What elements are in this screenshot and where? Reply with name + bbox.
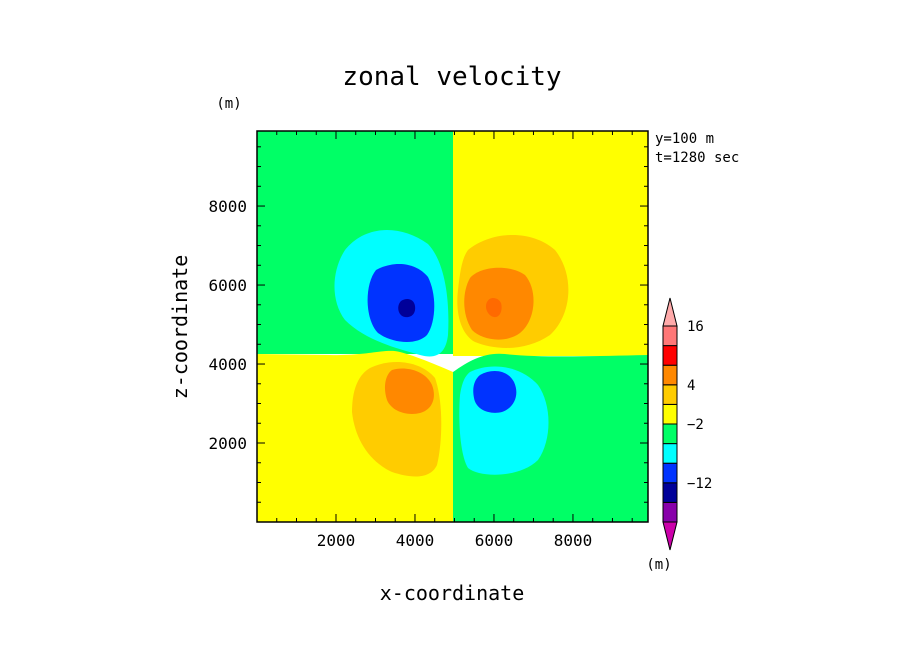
chart-title: zonal velocity [342, 62, 561, 92]
x-tick-label: 4000 [396, 531, 435, 550]
colorbar-segment [662, 384, 678, 405]
axes: 2000 4000 6000 8000 2000 4000 6000 8000 [208, 131, 648, 550]
contour-lr-blue [473, 370, 517, 413]
colorbar-tick-label: −12 [687, 476, 712, 492]
colorbar-segment [662, 423, 678, 445]
colorbar-segment [662, 403, 678, 425]
colorbar-segment [662, 345, 678, 366]
annotation-y: y=100 m [655, 131, 714, 147]
colorbar-segment [662, 501, 678, 523]
y-unit-label: (m) [216, 96, 241, 112]
y-tick-label: 4000 [208, 355, 247, 374]
y-axis-label: z-coordinate [168, 255, 192, 400]
plot-frame [256, 130, 649, 523]
contour-ul-navy [398, 298, 416, 318]
contour-field [257, 131, 648, 522]
colorbar-segment [662, 462, 678, 484]
colorbar-tick-label: 16 [687, 319, 704, 335]
colorbar-segment [662, 364, 678, 386]
x-tick-label: 2000 [317, 531, 356, 550]
colorbar-segment [662, 325, 678, 347]
colorbar-segment [662, 482, 678, 503]
x-axis-label: x-coordinate [380, 581, 525, 605]
colorbar-segment [662, 443, 678, 464]
annotation-t: t=1280 sec [655, 150, 739, 166]
y-tick-label: 8000 [208, 197, 247, 216]
contour-ll-orange [384, 368, 434, 414]
contour-ur-orange-dark [485, 297, 502, 318]
y-tick-label: 2000 [208, 434, 247, 453]
colorbar-tick-label: 4 [687, 378, 695, 394]
colorbar-segment-max [662, 297, 678, 327]
colorbar-unit-label: (m) [646, 557, 671, 573]
x-tick-label: 8000 [554, 531, 593, 550]
colorbar-segment-min [662, 521, 678, 551]
colorbar: 16 4 −2 −12 [662, 297, 712, 551]
colorbar-tick-label: −2 [687, 417, 704, 433]
y-tick-label: 6000 [208, 276, 247, 295]
x-tick-label: 6000 [475, 531, 514, 550]
